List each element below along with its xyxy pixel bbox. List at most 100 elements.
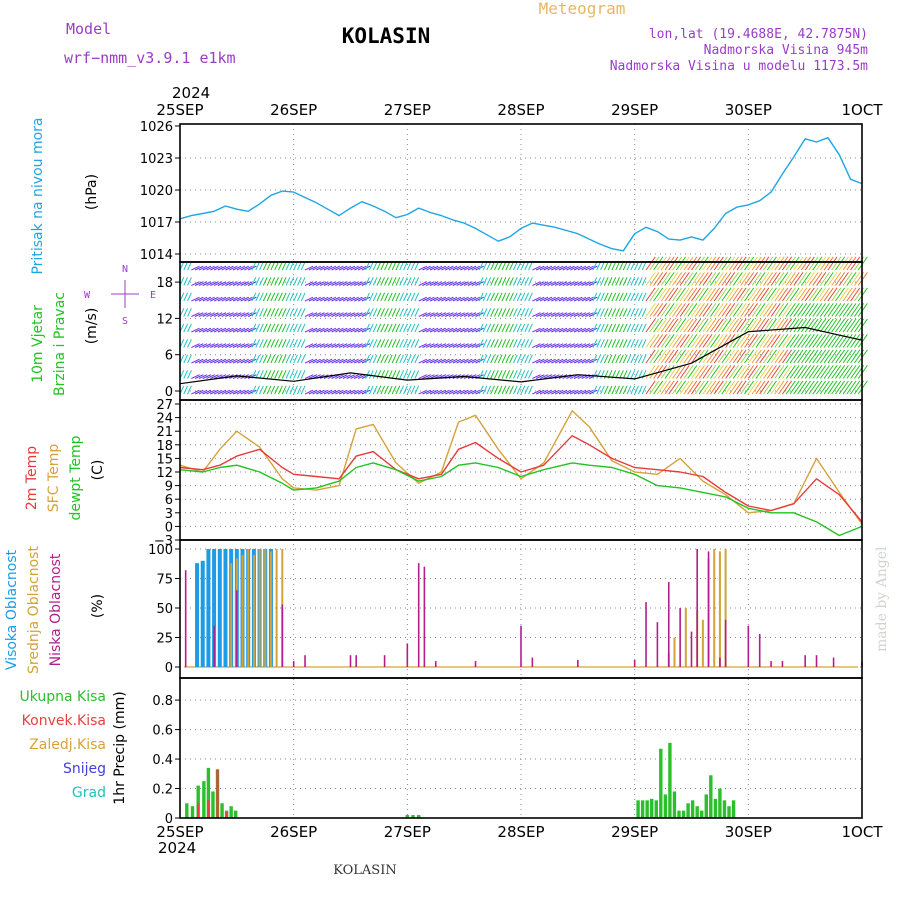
y-tick-label: 18	[156, 276, 173, 291]
wind-barb	[547, 296, 556, 302]
wind-barb	[808, 349, 819, 364]
wind-barb	[717, 334, 728, 348]
wind-barb	[429, 265, 439, 271]
wind-barb	[615, 292, 620, 302]
wind-barb	[528, 261, 533, 271]
dewpt-line	[179, 462, 863, 537]
wind-barb	[827, 303, 838, 317]
wind-barb	[217, 296, 227, 302]
wind-barb	[406, 354, 412, 364]
wind-barb	[448, 312, 458, 317]
wind-barb	[452, 265, 462, 271]
wind-barb	[350, 389, 359, 395]
wind-barb	[516, 323, 522, 333]
wind-barb	[501, 354, 507, 364]
wind-barb	[270, 277, 276, 286]
wind-barb	[585, 343, 594, 348]
wind-barb	[641, 323, 647, 333]
wind-barb	[710, 303, 721, 317]
wind-barb	[187, 339, 192, 348]
wind-barb	[687, 318, 698, 333]
wind-barb	[456, 265, 465, 271]
wind-barb	[547, 358, 556, 364]
wind-barb	[842, 334, 853, 348]
wind-barb	[410, 323, 416, 333]
wind-barb	[638, 277, 643, 286]
wind-barb	[551, 327, 560, 333]
wind-barb	[210, 374, 219, 379]
wind-barb	[509, 370, 514, 379]
wind-barb	[759, 380, 770, 395]
wind-barb	[846, 349, 857, 364]
wind-barb	[532, 327, 541, 333]
y-tick-label: 1026	[140, 120, 173, 135]
date-label-bottom: 27SEP	[384, 823, 431, 841]
cloud-bar-low	[236, 590, 238, 667]
wind-barb	[368, 292, 374, 302]
wind-barb	[558, 358, 568, 364]
wind-barb	[266, 385, 272, 395]
wind-barb	[554, 343, 564, 348]
precip-label-0: Ukupna Kisa	[19, 689, 106, 705]
cloud-bar-low	[707, 551, 710, 667]
wind-barb	[501, 385, 507, 395]
wind-barb	[626, 292, 632, 302]
wind-barb	[789, 318, 800, 333]
wind-barb	[592, 277, 598, 286]
wind-barb	[600, 308, 605, 317]
wind-barb	[566, 265, 575, 271]
wind-barb	[728, 349, 739, 364]
wind-label-2: Brzina i Pravac	[52, 292, 68, 396]
wind-barb	[456, 312, 465, 317]
wind-barb	[202, 265, 212, 271]
date-label-top: 27SEP	[384, 101, 431, 119]
wind-barb	[819, 380, 830, 395]
wind-barb	[448, 296, 458, 302]
wind-barb	[702, 334, 713, 348]
wind-barb	[603, 339, 609, 348]
wind-barb	[297, 308, 302, 317]
wind-barb	[380, 385, 386, 395]
wind-barb	[251, 354, 257, 364]
wind-barb	[350, 343, 359, 348]
wind-barb	[236, 296, 246, 302]
wind-barb	[656, 272, 667, 286]
wind-barb	[520, 323, 526, 333]
wind-barb	[478, 323, 484, 333]
wind-barb	[585, 358, 594, 364]
wind-barb	[626, 323, 632, 333]
wind-barb	[236, 389, 246, 395]
wind-barb	[725, 303, 736, 317]
wind-barb	[308, 281, 318, 286]
wind-barb	[278, 339, 283, 348]
wind-barb	[588, 389, 598, 395]
wind-barb	[418, 281, 428, 286]
wind-barb	[331, 312, 340, 317]
wind-barb	[679, 349, 690, 364]
wind-barb	[335, 389, 344, 395]
wind-barb	[732, 380, 743, 395]
wind-barb	[656, 303, 667, 317]
wind-barb	[497, 370, 503, 379]
wind-barb	[262, 339, 268, 348]
wind-barb	[694, 256, 705, 271]
wind-barb	[361, 265, 371, 271]
wind-barb	[694, 303, 705, 317]
wind-barb	[463, 296, 473, 302]
wind-barb	[293, 308, 298, 317]
wind-barb	[395, 339, 401, 348]
wind-barb	[596, 385, 602, 395]
wind-barb	[456, 281, 465, 286]
wind-barb	[399, 354, 405, 364]
wind-barb	[751, 287, 762, 302]
wind-barb	[221, 296, 231, 302]
wind-barb	[387, 308, 393, 317]
wind-barb	[698, 380, 709, 395]
wind-speed-line	[179, 326, 863, 385]
wind-barb	[751, 256, 762, 271]
wind-barb	[831, 287, 842, 302]
wind-barb	[800, 365, 811, 379]
wind-barb	[641, 354, 647, 364]
wind-barb	[732, 256, 743, 271]
wind-barb	[365, 292, 370, 302]
